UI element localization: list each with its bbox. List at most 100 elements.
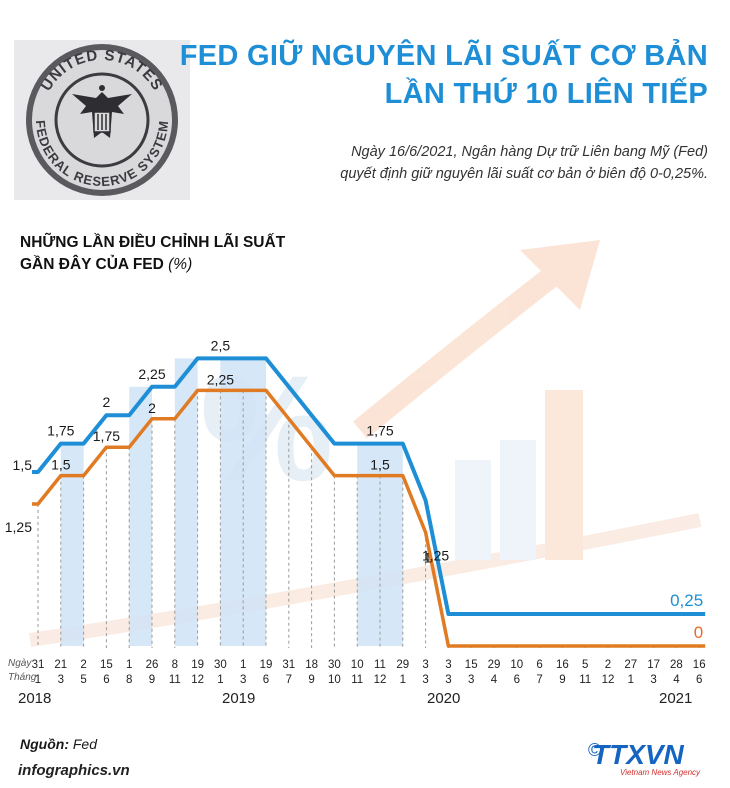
data-label: 1,25 xyxy=(5,519,32,535)
x-tick-month: 3 xyxy=(468,674,474,686)
data-label: 1,75 xyxy=(366,423,393,439)
x-tick-day: 31 xyxy=(32,659,45,671)
x-tick-day: 30 xyxy=(214,659,227,671)
x-tick-month: 1 xyxy=(400,674,406,686)
chart-title-line-2: GẦN ĐÂY CỦA FED (%) xyxy=(20,256,192,274)
shaded-band xyxy=(60,443,84,646)
subtitle-line-2: quyết định giữ nguyên lãi suất cơ bản ở … xyxy=(340,166,708,182)
x-tick-month: 9 xyxy=(308,674,314,686)
x-tick-day: 30 xyxy=(328,659,341,671)
x-tick-month: 12 xyxy=(374,674,387,686)
x-tick-month: 11 xyxy=(579,674,591,686)
x-tick-month: 3 xyxy=(422,674,428,686)
year-label-2018: 2018 xyxy=(18,690,52,707)
x-tick-day: 1 xyxy=(126,659,132,671)
x-tick-day: 3 xyxy=(445,659,451,671)
rate-chart: % 1,51,7522,252,51,751,250,251,251,51,75… xyxy=(5,240,706,686)
x-tick-day: 1 xyxy=(240,659,246,671)
source-label: Nguồn: xyxy=(20,736,69,752)
data-label: 0 xyxy=(694,623,703,642)
data-label: 2,5 xyxy=(211,337,231,353)
ttxvn-logo: TTXVN Vietnam News Agency xyxy=(592,739,701,777)
x-tick-month: 3 xyxy=(240,674,246,686)
x-tick-day: 15 xyxy=(100,659,113,671)
year-label-2019: 2019 xyxy=(222,690,256,707)
x-tick-month: 4 xyxy=(491,674,498,686)
chart-unit: (%) xyxy=(168,256,193,273)
data-label: 1,75 xyxy=(47,423,74,439)
x-tick-day: 16 xyxy=(556,659,569,671)
x-tick-day: 5 xyxy=(582,659,588,671)
data-label: 1,5 xyxy=(13,457,33,473)
data-label: 1,5 xyxy=(51,457,71,473)
x-tick-day: 16 xyxy=(693,659,706,671)
year-label-2021: 2021 xyxy=(659,690,693,707)
x-tick-month: 9 xyxy=(559,674,565,686)
data-label: 2 xyxy=(103,394,111,410)
x-tick-day: 19 xyxy=(260,659,273,671)
x-tick-day: 31 xyxy=(282,659,295,671)
x-tick-month: 12 xyxy=(602,674,615,686)
x-tick-month: 8 xyxy=(126,674,132,686)
axis-key-day: Ngày xyxy=(8,658,32,669)
x-tick-day: 10 xyxy=(510,659,523,671)
x-tick-day: 10 xyxy=(351,659,364,671)
x-tick-day: 28 xyxy=(670,659,683,671)
chart-title-line-2-text: GẦN ĐÂY CỦA FED xyxy=(20,256,164,273)
x-tick-month: 6 xyxy=(263,674,269,686)
data-label: 2,25 xyxy=(207,371,234,387)
x-tick-day: 27 xyxy=(624,659,637,671)
series-upper-line xyxy=(32,356,706,616)
logo-subtext: Vietnam News Agency xyxy=(620,768,701,777)
x-tick-month: 10 xyxy=(328,674,341,686)
x-tick-month: 6 xyxy=(514,674,520,686)
x-tick-month: 1 xyxy=(217,674,223,686)
x-tick-day: 2 xyxy=(80,659,86,671)
x-tick-day: 29 xyxy=(396,659,409,671)
data-label: 2 xyxy=(148,400,156,416)
title-line-1: FED GIỮ NGUYÊN LÃI SUẤT CƠ BẢN xyxy=(179,40,708,72)
x-tick-day: 17 xyxy=(647,659,660,671)
x-tick-month: 12 xyxy=(191,674,204,686)
fed-seal-logo: UNITED STATES FEDERAL RESERVE SYSTEM xyxy=(14,40,190,200)
data-label: 1,75 xyxy=(93,428,120,444)
x-tick-day: 15 xyxy=(465,659,478,671)
x-tick-day: 26 xyxy=(146,659,159,671)
x-tick-month: 11 xyxy=(169,674,181,686)
year-label-2020: 2020 xyxy=(427,690,461,707)
data-label: 1,25 xyxy=(422,547,449,563)
logo-text: TTXVN xyxy=(592,739,685,770)
data-label: 1 xyxy=(424,549,432,565)
x-tick-day: 11 xyxy=(374,659,386,671)
shaded-band xyxy=(174,358,198,646)
axis-key-month: Tháng xyxy=(8,672,37,683)
x-tick-month: 4 xyxy=(673,674,680,686)
x-tick-month: 1 xyxy=(35,674,41,686)
x-tick-day: 29 xyxy=(488,659,501,671)
x-tick-day: 8 xyxy=(172,659,178,671)
copyright-symbol: © xyxy=(588,740,602,760)
x-tick-month: 3 xyxy=(58,674,64,686)
title-line-2: LẦN THỨ 10 LIÊN TIẾP xyxy=(384,78,708,110)
site-link[interactable]: infographics.vn xyxy=(18,762,130,779)
x-tick-day: 2 xyxy=(605,659,611,671)
x-tick-month: 6 xyxy=(696,674,702,686)
x-tick-month: 1 xyxy=(628,674,634,686)
shaded-band xyxy=(220,358,266,646)
data-label: 1,5 xyxy=(370,457,390,473)
x-tick-day: 3 xyxy=(422,659,428,671)
x-tick-month: 6 xyxy=(103,674,109,686)
x-tick-month: 3 xyxy=(650,674,656,686)
x-tick-month: 9 xyxy=(149,674,155,686)
x-tick-month: 5 xyxy=(80,674,86,686)
x-tick-day: 6 xyxy=(536,659,542,671)
x-tick-day: 19 xyxy=(191,659,204,671)
source-note: Nguồn: Fed xyxy=(20,736,97,752)
series-lower-line xyxy=(32,388,706,648)
data-label: 0,25 xyxy=(670,591,703,610)
x-tick-month: 7 xyxy=(286,674,292,686)
shaded-band xyxy=(129,386,152,646)
x-tick-day: 18 xyxy=(305,659,318,671)
x-tick-month: 7 xyxy=(536,674,542,686)
